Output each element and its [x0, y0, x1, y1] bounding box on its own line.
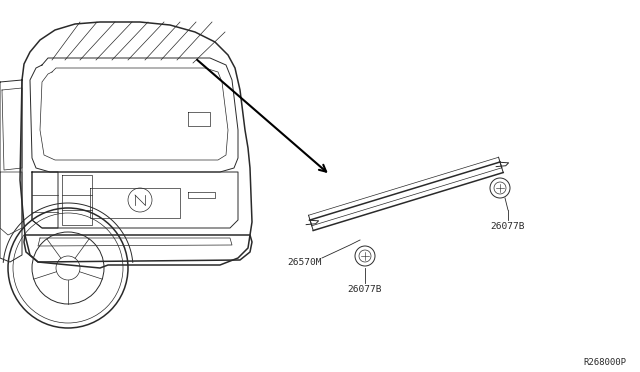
Text: 26077B: 26077B: [491, 222, 525, 231]
Text: 26570M: 26570M: [287, 258, 322, 267]
Text: R268000P: R268000P: [583, 358, 626, 367]
Text: 26077B: 26077B: [348, 285, 382, 294]
